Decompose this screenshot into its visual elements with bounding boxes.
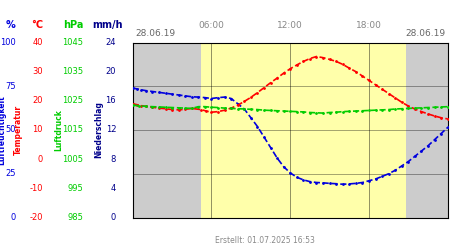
Bar: [201, 42, 406, 218]
Text: 20: 20: [32, 96, 43, 105]
Text: 50: 50: [5, 126, 16, 134]
Text: 4: 4: [111, 184, 116, 193]
Text: mm/h: mm/h: [92, 20, 123, 30]
Text: 985: 985: [68, 213, 83, 222]
Text: Luftfeuchtigkeit: Luftfeuchtigkeit: [0, 95, 6, 165]
Text: 1035: 1035: [62, 67, 83, 76]
Text: 100: 100: [0, 38, 16, 47]
Text: 0: 0: [111, 213, 116, 222]
Text: 0: 0: [37, 155, 43, 164]
Text: 28.06.19: 28.06.19: [405, 29, 446, 38]
Text: 20: 20: [106, 67, 116, 76]
Text: 24: 24: [106, 38, 116, 47]
Text: 1025: 1025: [62, 96, 83, 105]
Text: hPa: hPa: [63, 20, 83, 30]
Text: °C: °C: [31, 20, 43, 30]
Text: 995: 995: [68, 184, 83, 193]
Text: -20: -20: [29, 213, 43, 222]
Text: 18:00: 18:00: [356, 20, 382, 30]
Text: 16: 16: [105, 96, 116, 105]
Text: 40: 40: [32, 38, 43, 47]
Text: 06:00: 06:00: [198, 20, 225, 30]
Text: Erstellt: 01.07.2025 16:53: Erstellt: 01.07.2025 16:53: [215, 236, 315, 245]
Text: Luftdruck: Luftdruck: [54, 109, 63, 151]
Text: %: %: [6, 20, 16, 30]
Text: 30: 30: [32, 67, 43, 76]
Text: 25: 25: [5, 169, 16, 178]
Text: 75: 75: [5, 82, 16, 91]
Text: 8: 8: [111, 155, 116, 164]
Text: Temperatur: Temperatur: [14, 105, 22, 155]
Text: 10: 10: [32, 126, 43, 134]
Text: 1005: 1005: [62, 155, 83, 164]
Text: 1015: 1015: [62, 126, 83, 134]
Text: -10: -10: [29, 184, 43, 193]
Text: 12:00: 12:00: [277, 20, 303, 30]
Text: 12: 12: [106, 126, 116, 134]
Text: 0: 0: [10, 213, 16, 222]
Text: Niederschlag: Niederschlag: [94, 102, 104, 158]
Text: 1045: 1045: [62, 38, 83, 47]
Text: 28.06.19: 28.06.19: [135, 29, 175, 38]
